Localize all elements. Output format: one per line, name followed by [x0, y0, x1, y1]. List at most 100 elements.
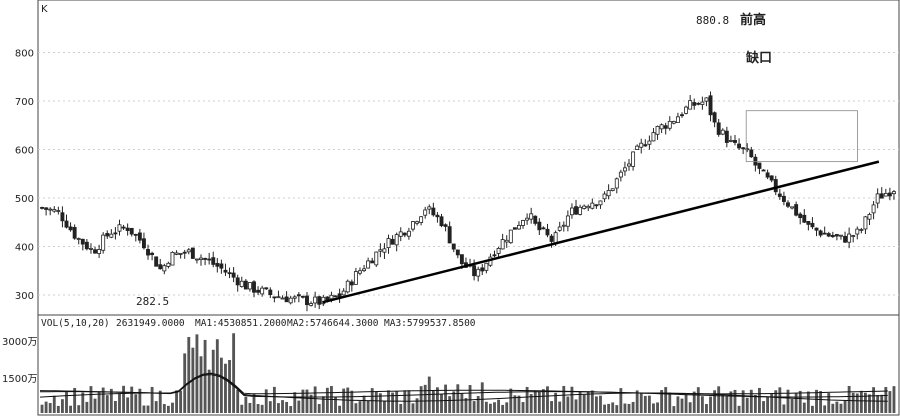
candle-body — [680, 114, 684, 117]
candle-body — [533, 215, 538, 224]
volume-bar — [660, 390, 664, 413]
candle-body — [712, 112, 717, 123]
volume-bar — [798, 390, 802, 413]
candle-body — [512, 227, 517, 230]
volume-bar — [709, 396, 712, 413]
candle-body — [133, 233, 138, 236]
volume-bar — [285, 401, 289, 413]
candle-body — [378, 249, 383, 252]
volume-bar — [334, 396, 337, 413]
candle-body — [252, 281, 256, 293]
volume-bar — [594, 396, 598, 413]
volume-bar — [684, 394, 688, 413]
volume-bar — [97, 391, 101, 413]
volume-legend-vol: VOL(5,10,20) — [41, 318, 110, 329]
y-tick-label-500: 500 — [15, 194, 34, 205]
volume-bar — [729, 391, 733, 413]
volume-bar — [705, 404, 708, 413]
candle-body — [97, 249, 102, 254]
candle-body — [154, 256, 159, 267]
candle-body — [517, 224, 521, 230]
candle-body — [455, 249, 460, 256]
volume-bar — [199, 356, 203, 413]
volume-bar — [558, 401, 562, 413]
candle-body — [129, 227, 134, 235]
volume-bar — [260, 404, 264, 413]
volume-bar — [884, 387, 888, 413]
candle-body — [333, 295, 338, 298]
volume-bar — [211, 349, 215, 413]
candle-body — [696, 102, 701, 105]
candle-body — [105, 233, 110, 237]
volume-bar — [835, 401, 839, 413]
candle-body — [720, 129, 725, 135]
candle-body — [777, 193, 782, 197]
price-overlays — [322, 110, 880, 304]
candle-body — [89, 247, 93, 250]
volume-bar — [305, 389, 309, 413]
candle-body — [826, 233, 831, 237]
volume-bar — [550, 401, 553, 413]
volume-bar — [268, 401, 272, 413]
volume-bar — [419, 386, 423, 413]
volume-bar — [880, 394, 884, 413]
candle-body — [219, 263, 224, 269]
volume-bar — [692, 391, 696, 413]
candle-body — [602, 193, 607, 200]
candle-body — [101, 234, 106, 251]
volume-bar — [790, 398, 794, 413]
candle-body — [382, 248, 387, 253]
candle-body — [203, 258, 208, 260]
candle-body — [859, 229, 864, 231]
volume-bar — [497, 399, 500, 413]
candle-body — [48, 208, 53, 211]
high-price-label: 880.8 — [696, 14, 729, 27]
candle-body — [741, 147, 746, 150]
candle-body — [300, 295, 305, 298]
volume-bar — [656, 402, 659, 413]
volume-bar — [350, 390, 354, 413]
volume-bar — [762, 401, 765, 413]
candle-body — [93, 249, 97, 254]
candle-body — [480, 267, 485, 272]
candle-body — [345, 280, 350, 293]
candle-body — [435, 214, 440, 218]
candle-body — [688, 100, 693, 110]
candle-body — [814, 227, 819, 231]
volume-bar — [277, 403, 280, 413]
volume-bar — [607, 403, 611, 413]
volume-bar — [827, 393, 831, 413]
candle-body — [476, 268, 481, 277]
volume-bar — [782, 404, 786, 413]
volume-bar — [806, 391, 810, 413]
candle-body — [561, 224, 566, 227]
volume-tick-3000: 3000万 — [2, 337, 37, 348]
candle-body — [264, 287, 269, 290]
volume-bar — [317, 404, 321, 413]
candle-body — [52, 209, 57, 212]
volume-bar — [733, 389, 737, 413]
volume-bar — [741, 390, 745, 413]
candle-body — [875, 193, 880, 204]
volume-bar — [415, 398, 419, 413]
volume-bar — [546, 386, 549, 413]
annotation-gap: 缺口 — [745, 50, 772, 66]
candle-body — [798, 213, 803, 219]
candle-body — [84, 241, 89, 250]
volume-bar — [179, 390, 183, 413]
volume-bar — [411, 403, 415, 413]
volume-ma3-line — [39, 372, 888, 395]
price-panel-frame — [37, 0, 900, 316]
price-y-axis: 300 400 500 600 700 800 — [15, 49, 34, 303]
volume-bar — [627, 403, 631, 413]
candle-body — [182, 251, 187, 254]
volume-bar — [745, 397, 749, 413]
candle-body — [716, 122, 721, 135]
candle-body — [427, 206, 432, 210]
volume-bar — [517, 395, 521, 413]
volume-bar — [313, 386, 317, 413]
candle-body — [459, 254, 464, 265]
candle-body — [178, 252, 183, 255]
volume-legend-ma1: MA1:4530851.2000 — [195, 318, 287, 329]
candle-body — [663, 125, 668, 129]
